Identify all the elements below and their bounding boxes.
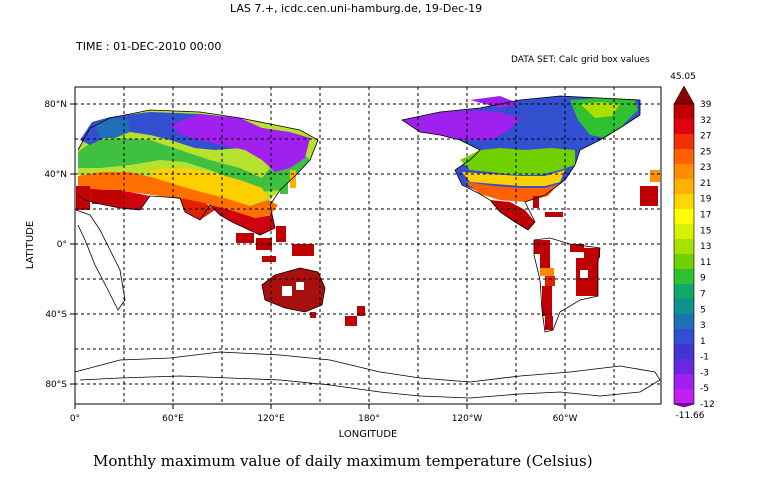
- dataset-label: DATA SET: Calc grid box values: [511, 55, 650, 65]
- coastlines: [74, 95, 661, 399]
- colorbar-segment: [674, 194, 694, 210]
- lat-tick-labels: 80°N 40°N 0° 40°S 80°S: [44, 100, 67, 390]
- lon-tick: 180°: [358, 414, 380, 424]
- colorbar-segment: [674, 389, 694, 405]
- lat-tick: 40°N: [44, 170, 67, 180]
- colorbar-tick: -1: [700, 353, 709, 363]
- colorbar-tick: 19: [700, 195, 712, 205]
- lat-tick: 80°S: [45, 380, 67, 390]
- colorbar-max-label: 45.05: [670, 72, 696, 82]
- colorbar-segment: [674, 239, 694, 255]
- colorbar-tick-labels: 39 32 27 25 23 21 19 17 15 13 11 9 7 5 3 1 -1 -3 -5 -12: [700, 100, 715, 410]
- colorbar-tick: 3: [700, 321, 706, 331]
- colorbar-segment: [674, 269, 694, 285]
- colorbar-min-label: -11.66: [675, 411, 704, 421]
- colorbar-tick: 1: [700, 337, 706, 347]
- colorbar-tick: 11: [700, 258, 711, 268]
- lon-tick: 60°E: [162, 414, 184, 424]
- lon-tick: 60°W: [553, 414, 578, 424]
- colorbar-segment: [674, 359, 694, 375]
- lon-tick: 120°W: [452, 414, 483, 424]
- lat-tick: 0°: [57, 240, 67, 250]
- eurasia-temperature-field: [78, 110, 318, 235]
- lat-tick: 80°N: [44, 100, 67, 110]
- colorbar-tick: -3: [700, 368, 709, 378]
- colorbar-tick: 32: [700, 116, 711, 126]
- colorbar-tick: 21: [700, 179, 711, 189]
- grid-lines: [75, 87, 661, 404]
- lon-tick: 120°E: [257, 414, 285, 424]
- south-america-field: [534, 240, 600, 330]
- colorbar-tick: 15: [700, 226, 711, 236]
- colorbar-tick: 9: [700, 274, 706, 284]
- server-line: LAS 7.+, icdc.cen.uni-hamburg.de, 19-Dec…: [230, 2, 483, 15]
- lon-tick: 0°: [70, 414, 80, 424]
- colorbar-bottom-arrow: [673, 403, 695, 408]
- colorbar-tick: -12: [700, 400, 715, 410]
- colorbar-tick: 25: [700, 147, 711, 157]
- lon-tick-labels: 0° 60°E 120°E 180° 120°W 60°W: [70, 414, 578, 424]
- colorbar-tick: 23: [700, 163, 711, 173]
- colorbar-tick: 13: [700, 242, 711, 252]
- colorbar-segment: [674, 314, 694, 330]
- colorbar-segment: [674, 329, 694, 345]
- time-label: TIME : 01-DEC-2010 00:00: [76, 40, 222, 53]
- colorbar-segment: [674, 284, 694, 300]
- map-area: [70, 86, 662, 409]
- colorbar-segment: [674, 104, 694, 120]
- colorbar-segment: [674, 374, 694, 390]
- colorbar-tick: 7: [700, 289, 706, 299]
- colorbar-segment: [674, 149, 694, 165]
- colorbar-tick: -5: [700, 384, 709, 394]
- colorbar-segment: [674, 134, 694, 150]
- colorbar-segment: [674, 209, 694, 225]
- maritime-asia-field: [236, 226, 314, 262]
- x-axis-title: LONGITUDE: [339, 429, 398, 440]
- y-axis-title: LATITUDE: [25, 221, 36, 269]
- colorbar-top-arrow: [673, 85, 695, 105]
- colorbar-segment: [674, 179, 694, 195]
- colorbar-segment: [674, 164, 694, 180]
- colorbar-segment: [674, 224, 694, 240]
- axis-ticks: [70, 103, 566, 409]
- lat-tick: 40°S: [45, 310, 67, 320]
- africa-field: [76, 186, 122, 210]
- colorbar-tick: 39: [700, 100, 712, 110]
- colorbar-tick: 5: [700, 305, 706, 315]
- colorbar-segment: [674, 119, 694, 135]
- colorbar-segment: [674, 299, 694, 315]
- colorbar-segment: [674, 254, 694, 270]
- figure-caption: Monthly maximum value of daily maximum t…: [93, 452, 593, 470]
- colorbar: 45.05 39 32 27 25 23 21 19 17 15 13 11 9 7 5 3 1 -1 -3 -5 -…: [670, 72, 715, 421]
- colorbar-tick: 17: [700, 211, 711, 221]
- colorbar-tick: 27: [700, 132, 711, 142]
- colorbar-segments: [673, 103, 695, 405]
- colorbar-segment: [674, 344, 694, 360]
